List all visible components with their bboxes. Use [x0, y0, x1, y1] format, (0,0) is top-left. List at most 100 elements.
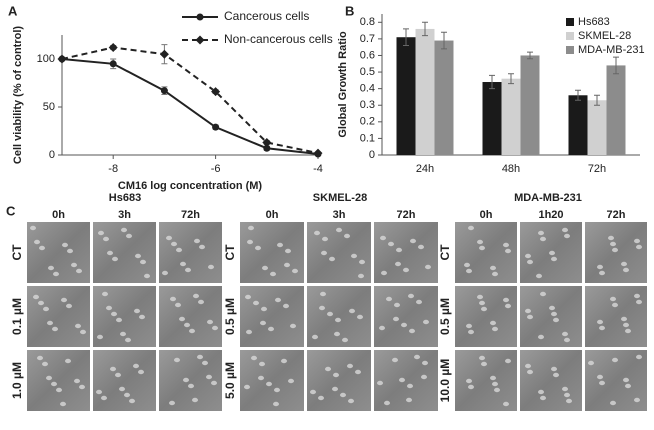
error-bar: [594, 94, 600, 106]
cell: [597, 374, 603, 380]
cell: [481, 306, 487, 312]
micrograph: [307, 350, 371, 411]
cell: [634, 238, 640, 244]
cell: [551, 256, 557, 262]
y-tick-label: 0.2: [360, 116, 375, 128]
data-point: [263, 144, 271, 152]
cell: [503, 401, 509, 407]
cell: [625, 328, 631, 334]
cell: [42, 361, 48, 367]
cell: [381, 270, 387, 276]
cell: [169, 400, 175, 406]
cell: [56, 387, 62, 393]
panel-label: C: [6, 203, 16, 218]
cell: [466, 378, 472, 384]
cell: [625, 383, 631, 389]
cell: [268, 326, 274, 332]
micrograph: [455, 286, 517, 347]
cell: [348, 398, 354, 404]
cell: [344, 233, 350, 239]
data-point: [108, 42, 118, 52]
legend-swatch: [566, 18, 574, 26]
cell: [562, 386, 568, 392]
cell: [612, 247, 618, 253]
cell: [355, 369, 361, 375]
y-tick-label: 0.6: [360, 49, 375, 61]
cell: [634, 397, 640, 403]
cell: [388, 241, 394, 247]
cell-line-label: MDA-MB-231: [514, 192, 582, 204]
panel-label: B: [345, 3, 354, 18]
cell: [551, 311, 557, 317]
bar: [568, 95, 588, 155]
cell: [414, 354, 420, 360]
micrograph: [520, 350, 582, 411]
cell: [527, 314, 533, 320]
cell: [329, 256, 335, 262]
legend-label: Non-cancerous cells: [224, 32, 333, 46]
cell: [275, 297, 281, 303]
cell: [349, 308, 355, 314]
cell: [65, 358, 71, 364]
cell: [623, 377, 629, 383]
cell: [597, 264, 603, 270]
cell: [126, 233, 132, 239]
cell: [124, 392, 130, 398]
cell: [399, 377, 405, 383]
cell: [110, 366, 116, 372]
data-line: [61, 58, 319, 156]
cell: [479, 300, 485, 306]
cell: [597, 319, 603, 325]
x-tick-label: 48h: [502, 163, 520, 175]
cell: [553, 317, 559, 323]
cell: [588, 360, 594, 366]
cell: [322, 236, 328, 242]
micrograph: [93, 350, 156, 411]
cell: [52, 326, 58, 332]
cell: [37, 355, 43, 361]
micrograph: [159, 286, 222, 347]
data-point: [109, 60, 117, 68]
x-tick-label: 24h: [416, 163, 434, 175]
cell: [129, 398, 135, 404]
cell: [258, 375, 264, 381]
data-point: [211, 87, 221, 97]
cell: [406, 397, 412, 403]
cell: [636, 354, 642, 360]
cell: [180, 261, 186, 267]
cell: [166, 235, 172, 241]
cell: [527, 259, 533, 265]
cell: [321, 250, 327, 256]
legend-marker: [195, 35, 205, 45]
cell: [71, 262, 77, 268]
cell: [281, 358, 287, 364]
cell: [46, 375, 52, 381]
cell: [386, 296, 392, 302]
error-bar: [403, 28, 409, 47]
error-bar: [613, 56, 619, 75]
cell: [540, 395, 546, 401]
dose-label: 0.5 µM: [438, 298, 452, 335]
cell: [347, 363, 353, 369]
time-label: 0h: [480, 209, 493, 221]
cell: [503, 242, 509, 248]
cell: [479, 355, 485, 361]
cell: [394, 302, 400, 308]
cell: [396, 247, 402, 253]
cell: [477, 294, 483, 300]
cell: [466, 268, 472, 274]
y-tick-label: 0.4: [360, 83, 375, 95]
y-tick-label: 0.8: [360, 16, 375, 28]
cell: [551, 366, 557, 372]
legend-label: MDA-MB-231: [578, 44, 645, 56]
cell-line-label: SKMEL-28: [313, 192, 367, 204]
cell: [259, 361, 265, 367]
error-bar: [575, 89, 581, 101]
cell: [43, 306, 49, 312]
cell: [492, 271, 498, 277]
cell: [79, 384, 85, 390]
cell: [327, 311, 333, 317]
time-label: 1h20: [538, 209, 563, 221]
cell: [133, 363, 139, 369]
